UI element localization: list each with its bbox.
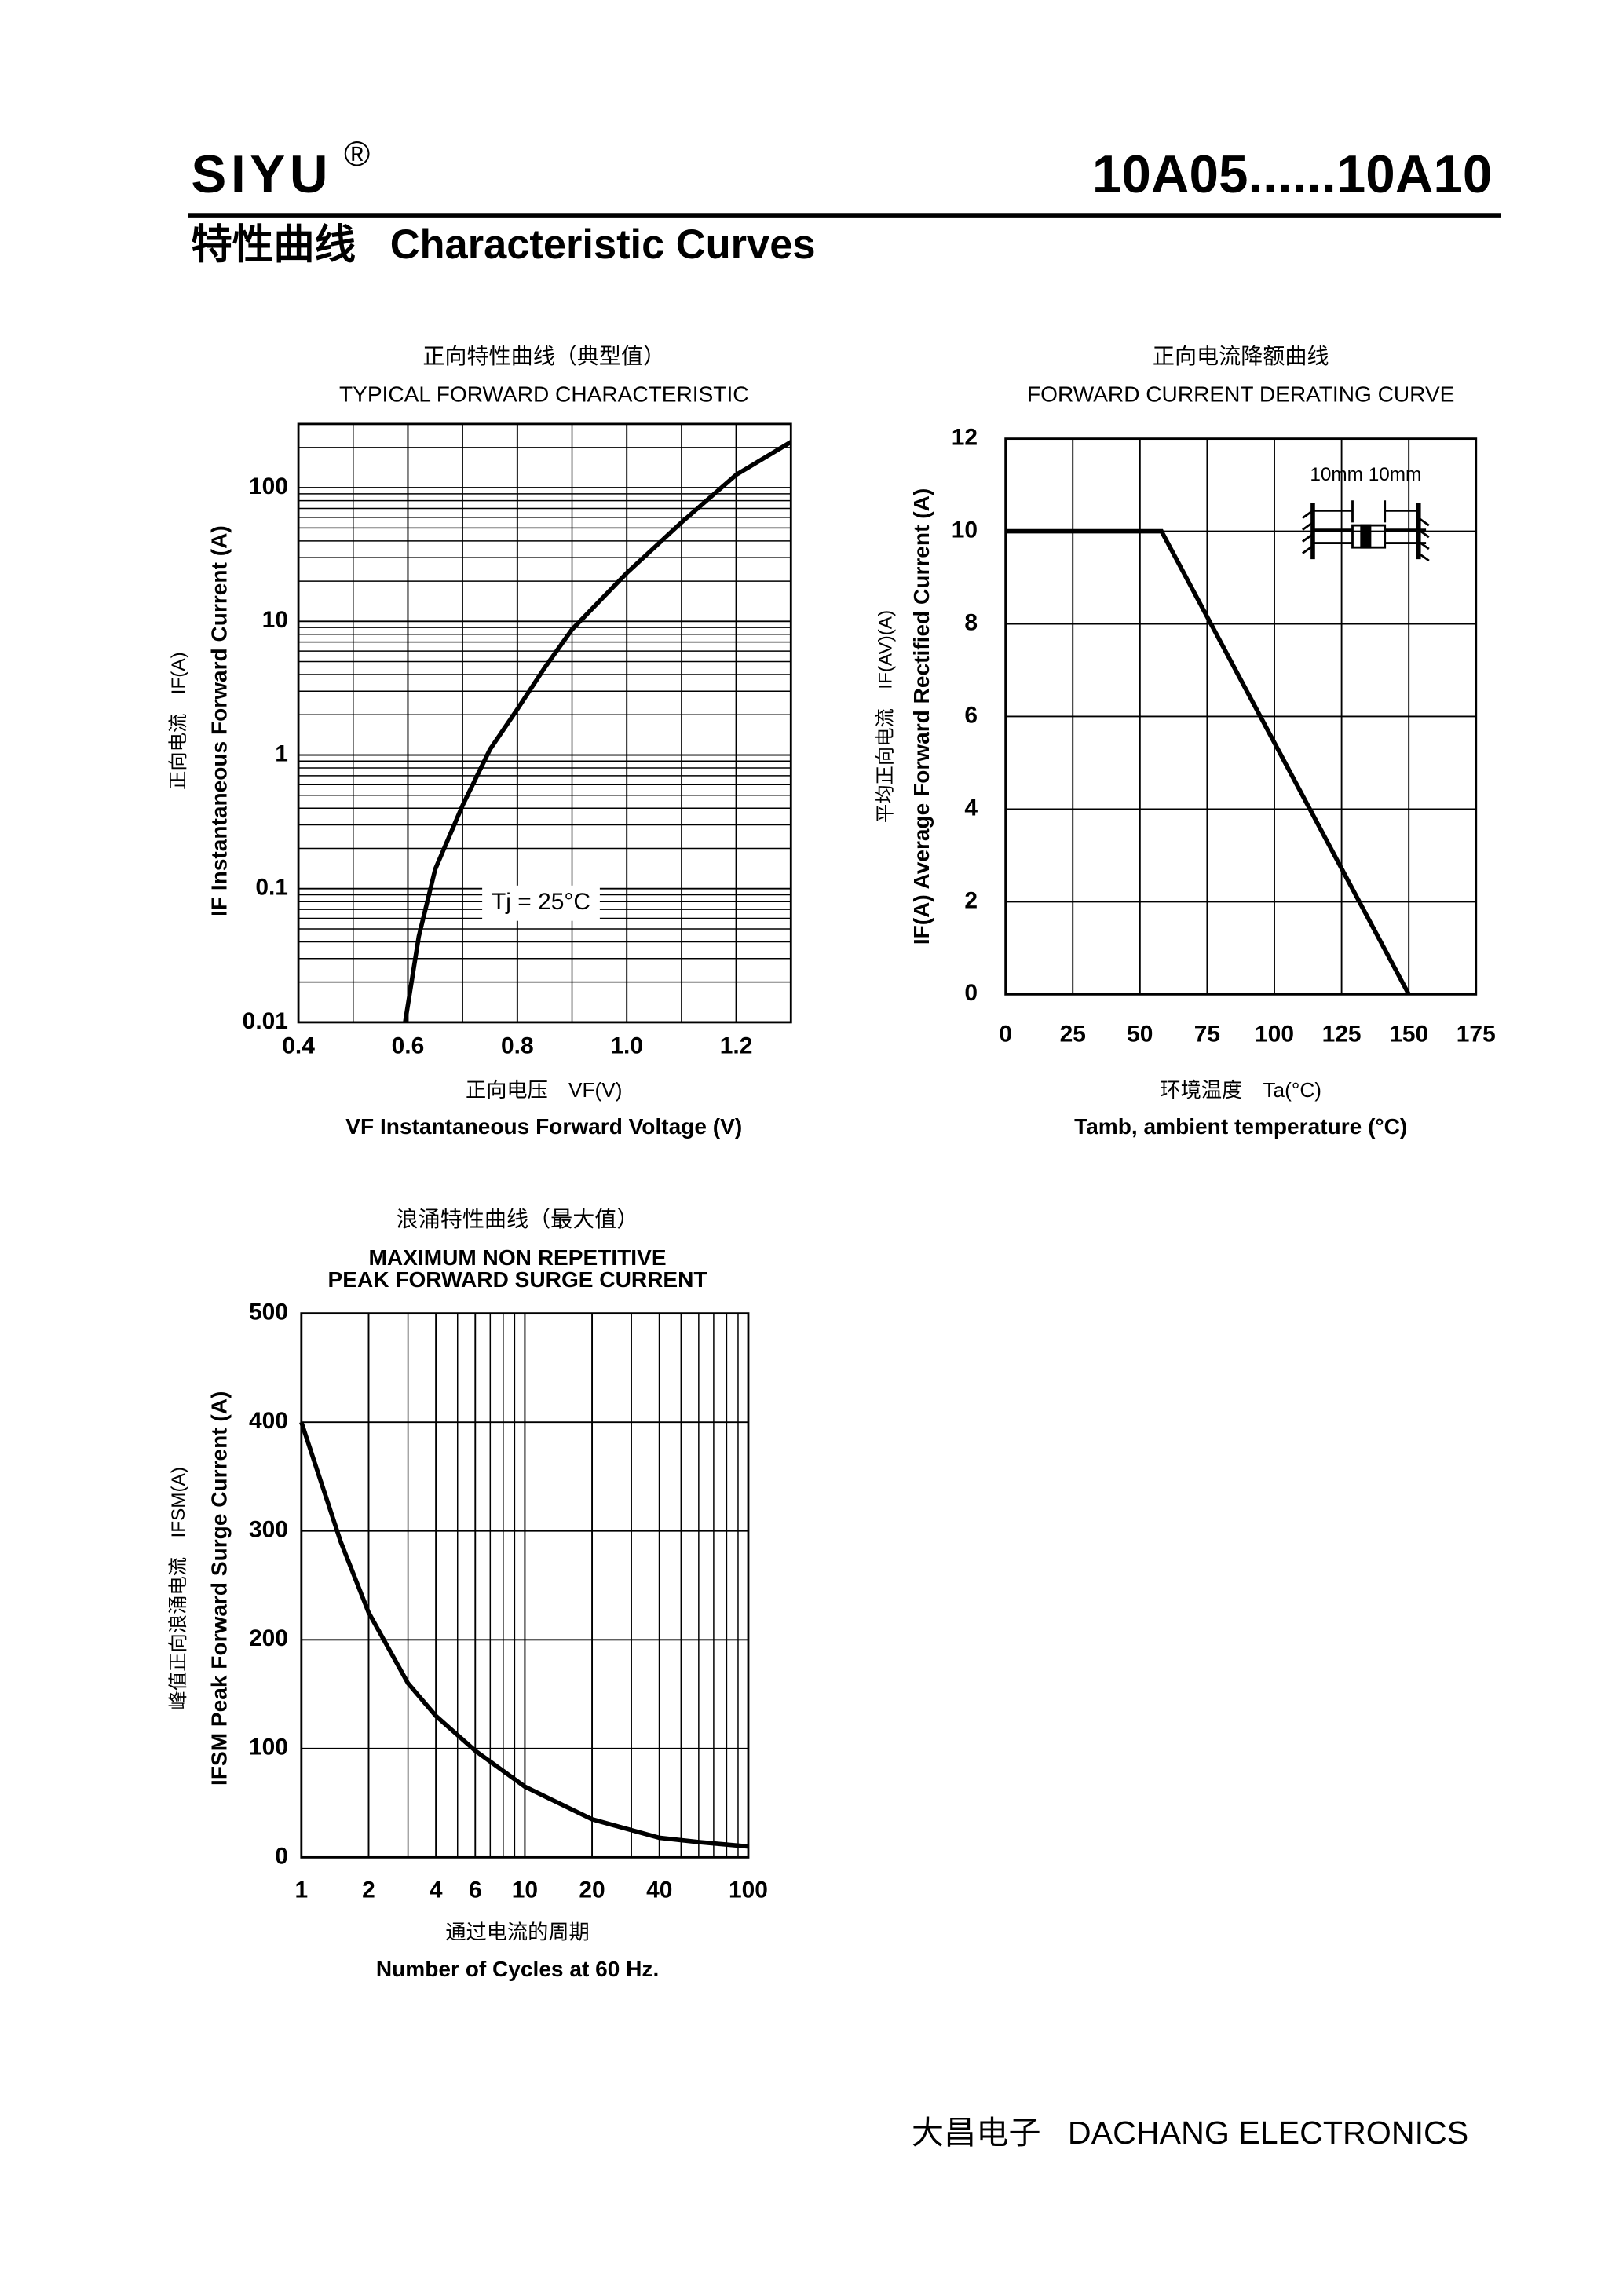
section-title: 特性曲线 Characteristic Curves bbox=[191, 222, 815, 268]
y-tick-label: 12 bbox=[952, 425, 978, 451]
x-tick-label: 1.2 bbox=[720, 1033, 753, 1059]
annotation: Tj = 25°C bbox=[492, 889, 590, 915]
x-tick-label: 1 bbox=[294, 1877, 308, 1903]
x-tick-label: 25 bbox=[1060, 1022, 1086, 1047]
y-axis-label: IFSM Peak Forward Surge Current (A) bbox=[207, 1391, 231, 1786]
y-tick-label: 200 bbox=[249, 1625, 288, 1651]
registered-mark: ® bbox=[344, 133, 370, 174]
y-tick-label: 4 bbox=[964, 795, 978, 821]
x-tick-label: 100 bbox=[1255, 1022, 1294, 1047]
y-tick-label: 0.1 bbox=[255, 875, 288, 901]
x-tick-label: 40 bbox=[646, 1877, 672, 1903]
y-tick-label: 0 bbox=[964, 980, 978, 1006]
y-tick-label: 2 bbox=[964, 887, 978, 913]
chart-title-cn: 正向特性曲线（典型值） bbox=[422, 344, 665, 368]
y-tick-label: 300 bbox=[249, 1517, 288, 1543]
y-tick-label: 400 bbox=[249, 1408, 288, 1434]
x-tick-label: 125 bbox=[1322, 1022, 1362, 1047]
y-axis-label: IF(A) Average Forward Rectified Current … bbox=[909, 488, 934, 945]
chart-subtitle: PEAK FORWARD SURGE CURRENT bbox=[328, 1267, 707, 1292]
annotation-bg bbox=[482, 885, 600, 921]
x-tick-label: 6 bbox=[469, 1877, 482, 1903]
chart-title-cn: 浪涌特性曲线（最大值） bbox=[397, 1207, 639, 1231]
y-tick-label: 1 bbox=[275, 740, 288, 766]
data-line bbox=[299, 1421, 749, 1849]
y-axis-label-cn: 平均正向电流 IF(AV)(A) bbox=[875, 610, 896, 823]
x-tick-label: 0.4 bbox=[282, 1033, 315, 1059]
x-tick-label: 175 bbox=[1457, 1022, 1496, 1047]
x-axis-label-cn: 正向电压 VF(V) bbox=[466, 1078, 622, 1102]
x-axis-label-cn: 通过电流的周期 bbox=[445, 1921, 589, 1944]
y-tick-label: 0.01 bbox=[243, 1008, 288, 1034]
x-tick-label: 1.0 bbox=[610, 1033, 643, 1059]
chart-0: 0.01 0.1 1 10 100 0.4 0.6 0.8 1.0 1.2 正向特性曲线（典型值） T… bbox=[168, 344, 792, 1139]
plot-frame bbox=[300, 1312, 750, 1859]
data-line bbox=[403, 440, 792, 1023]
y-tick-label: 100 bbox=[249, 473, 288, 499]
x-axis-label-cn: 环境温度 Ta(°C) bbox=[1160, 1078, 1321, 1102]
chart-1: 0 2 4 6 8 10 12 0 25 50 75 100 125 150 175 正向电流降额曲线 FORW… bbox=[875, 344, 1495, 1139]
footer: 大昌电子 DACHANG ELECTRONICS bbox=[912, 2115, 1468, 2151]
chart-title-cn: 正向电流降额曲线 bbox=[1153, 344, 1329, 368]
lead-diagram bbox=[1302, 500, 1430, 562]
x-tick-label: 0.8 bbox=[501, 1033, 534, 1059]
y-axis-label-cn: 峰值正向浪涌电流 IFSM(A) bbox=[168, 1467, 189, 1709]
x-axis-label: Number of Cycles at 60 Hz. bbox=[376, 1957, 659, 1981]
y-tick-label: 6 bbox=[964, 702, 978, 728]
plot-frame bbox=[297, 422, 792, 1024]
chart-2: 0 100 200 300 400 500 1 2 4 6 10 20 40 100 浪涌特性曲线（最大值）… bbox=[168, 1207, 768, 1981]
part-number: 10A05......10A10 bbox=[1092, 145, 1493, 204]
x-tick-label: 4 bbox=[430, 1877, 443, 1903]
plot-frame bbox=[1004, 437, 1478, 996]
chart-title: TYPICAL FORWARD CHARACTERISTIC bbox=[339, 382, 749, 407]
y-tick-label: 0 bbox=[275, 1843, 288, 1869]
y-tick-label: 100 bbox=[249, 1735, 288, 1760]
x-tick-label: 2 bbox=[362, 1877, 375, 1903]
x-axis-label: VF Instantaneous Forward Voltage (V) bbox=[345, 1114, 742, 1139]
y-axis-label: IF Instantaneous Forward Current (A) bbox=[207, 525, 231, 916]
chart-title: FORWARD CURRENT DERATING CURVE bbox=[1027, 382, 1454, 407]
data-line bbox=[1005, 528, 1411, 996]
x-axis-label: Tamb, ambient temperature (°C) bbox=[1074, 1114, 1407, 1139]
annotation: 10mm 10mm bbox=[1310, 464, 1421, 485]
x-tick-label: 10 bbox=[512, 1877, 538, 1903]
brand: SIYU bbox=[191, 145, 332, 204]
x-tick-label: 0 bbox=[999, 1022, 1012, 1047]
y-axis-label-cn: 正向电流 IF(A) bbox=[168, 652, 189, 790]
x-tick-label: 50 bbox=[1127, 1022, 1153, 1047]
y-tick-label: 10 bbox=[262, 607, 288, 633]
x-tick-label: 100 bbox=[729, 1877, 768, 1903]
x-tick-label: 75 bbox=[1194, 1022, 1220, 1047]
x-tick-label: 20 bbox=[579, 1877, 605, 1903]
x-tick-label: 0.6 bbox=[392, 1033, 425, 1059]
x-tick-label: 150 bbox=[1389, 1022, 1428, 1047]
chart-title: MAXIMUM NON REPETITIVE bbox=[369, 1245, 667, 1270]
y-tick-label: 500 bbox=[249, 1300, 288, 1325]
y-tick-label: 10 bbox=[952, 517, 978, 543]
y-tick-label: 8 bbox=[964, 609, 978, 635]
